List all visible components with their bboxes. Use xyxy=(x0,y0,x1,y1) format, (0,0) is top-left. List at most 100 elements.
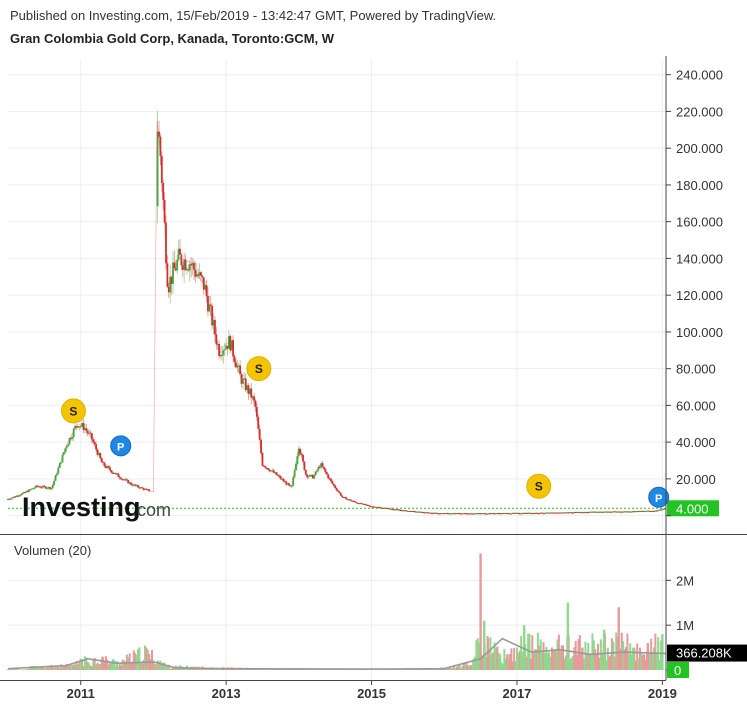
candle-body xyxy=(345,497,348,500)
volume-bar xyxy=(184,668,187,670)
marker-label: S xyxy=(69,404,77,418)
candle-body xyxy=(67,444,70,447)
candle-body xyxy=(40,487,43,489)
candle-body xyxy=(418,511,420,513)
volume-bar xyxy=(25,669,28,670)
volume-bar xyxy=(130,662,133,670)
candle-body xyxy=(537,512,539,514)
volume-bar xyxy=(460,668,463,670)
candle-body xyxy=(429,512,432,514)
candle-body xyxy=(268,469,271,472)
candle-body xyxy=(637,511,640,513)
candle-body xyxy=(482,513,485,515)
candle-body xyxy=(222,350,225,356)
candle-body xyxy=(198,272,201,276)
volume-bar xyxy=(455,666,458,670)
candle-body xyxy=(328,478,331,480)
candle-body xyxy=(511,512,514,514)
volume-bar xyxy=(641,654,644,670)
candle-body xyxy=(158,131,160,137)
candle-body xyxy=(339,492,342,496)
candle-body xyxy=(504,513,507,515)
volume-bar xyxy=(450,668,453,670)
candle-body xyxy=(399,509,402,511)
candle-body xyxy=(555,512,558,514)
volume-bar xyxy=(19,669,22,671)
marker-p: P xyxy=(110,435,132,457)
volume-bar xyxy=(584,641,587,670)
candle-body xyxy=(592,511,595,513)
candle-body xyxy=(99,452,102,459)
volume-bar xyxy=(465,662,468,670)
candle-body xyxy=(507,513,510,515)
candle-body xyxy=(246,385,248,391)
volume-bar xyxy=(652,647,655,670)
volume-bar xyxy=(643,654,646,670)
candle-body xyxy=(46,488,49,490)
last-price-label: 4.000 xyxy=(676,501,709,516)
candle-body xyxy=(314,471,317,476)
volume-bar xyxy=(279,669,282,670)
volume-bar xyxy=(297,669,300,670)
price-tick-label: 220.000 xyxy=(676,104,723,119)
candle-body xyxy=(332,483,335,486)
candle-body xyxy=(514,512,517,514)
volume-bar xyxy=(485,656,488,670)
candle-body xyxy=(419,511,422,513)
candle-body xyxy=(257,416,260,429)
marker-label: S xyxy=(255,362,263,376)
candle-body xyxy=(184,259,187,271)
candle-body xyxy=(116,473,118,475)
candle-body xyxy=(460,513,462,515)
candle-body xyxy=(283,481,286,483)
candle-body xyxy=(595,511,598,513)
volume-bar xyxy=(144,647,148,670)
candle-body xyxy=(422,512,425,514)
marker-label: P xyxy=(655,493,662,505)
candle-body xyxy=(622,511,625,513)
candle-body xyxy=(553,512,556,514)
candle-body xyxy=(496,513,499,515)
candle-body xyxy=(530,513,532,515)
candle-body xyxy=(258,428,261,440)
candle-body xyxy=(408,511,411,513)
volume-bar xyxy=(51,665,54,670)
candle-body xyxy=(317,467,320,471)
candle-body xyxy=(633,511,636,513)
volume-bar xyxy=(151,649,154,670)
price-tick-label: 100.000 xyxy=(676,325,723,340)
candle-body xyxy=(242,378,244,384)
volume-bar xyxy=(40,666,43,670)
volume-bar xyxy=(69,664,72,670)
volume-bar xyxy=(609,655,612,670)
candle-body xyxy=(202,277,205,290)
volume-bar xyxy=(511,661,514,670)
candle-body xyxy=(337,490,339,492)
candle-body xyxy=(546,512,549,514)
candle-body xyxy=(109,467,111,471)
volume-bar xyxy=(93,657,96,670)
candle-body xyxy=(538,513,541,515)
candle-body xyxy=(320,463,323,468)
volume-bar xyxy=(451,667,454,670)
candle-body xyxy=(520,513,523,515)
volume-bar xyxy=(576,654,579,670)
volume-bar xyxy=(79,658,82,670)
candle-body xyxy=(225,345,228,350)
candle-body xyxy=(212,319,215,326)
volume-bar xyxy=(598,657,601,670)
candle-body xyxy=(341,495,344,497)
volume-bar xyxy=(11,669,14,671)
candle-body xyxy=(78,426,81,428)
watermark-brand: Investing xyxy=(22,492,141,522)
volume-bar xyxy=(134,653,137,670)
price-tick-label: 240.000 xyxy=(676,68,723,83)
volume-bar xyxy=(651,652,654,670)
candle-body xyxy=(388,508,391,510)
candle-body xyxy=(9,498,12,500)
candle-body xyxy=(65,446,68,449)
volume-bar xyxy=(61,665,64,670)
candle-body xyxy=(658,509,661,511)
candle-body xyxy=(534,513,537,515)
